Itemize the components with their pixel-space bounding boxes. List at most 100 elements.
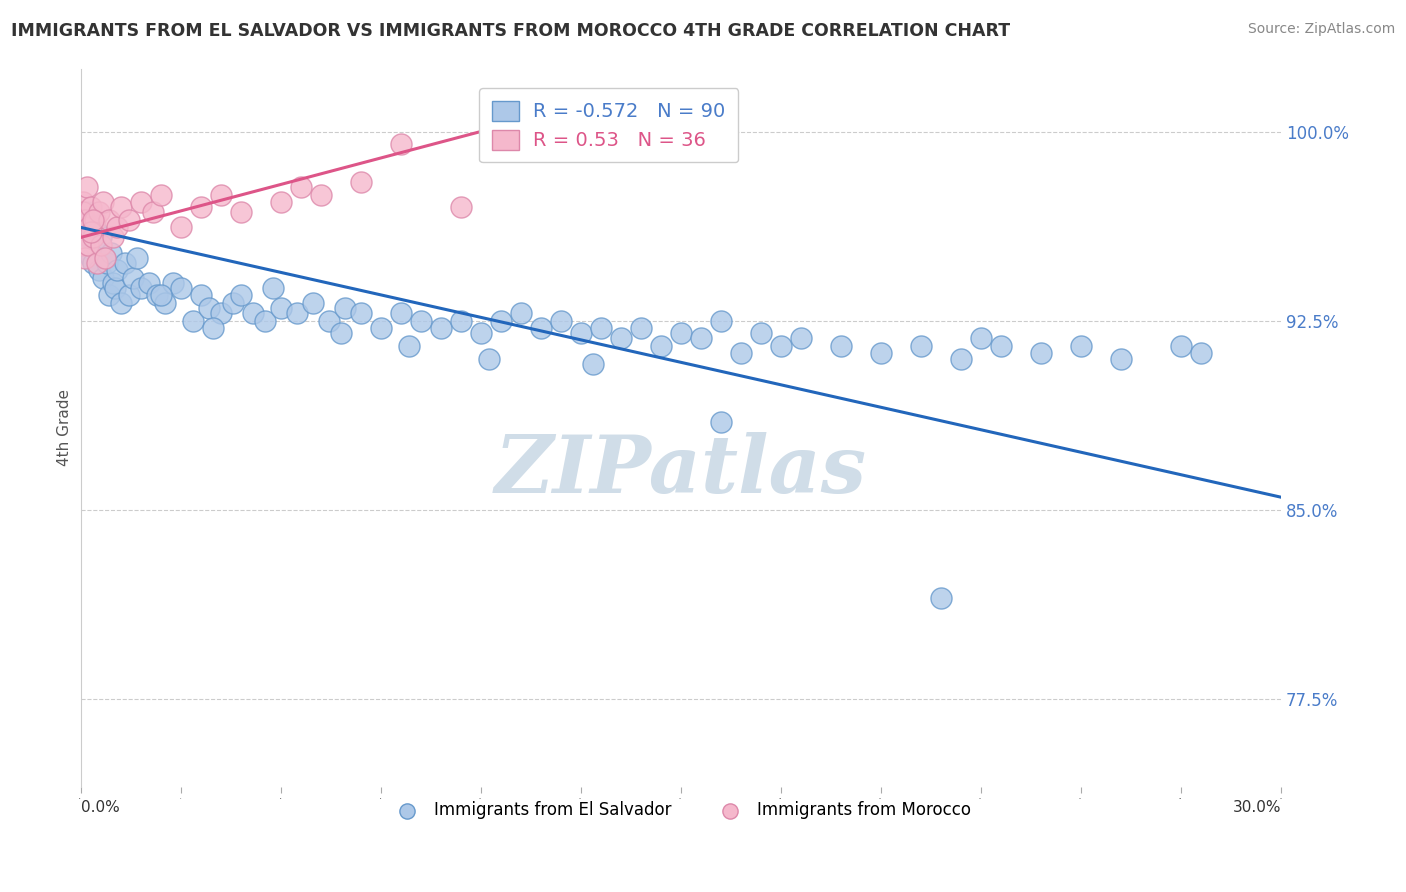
Point (169, 220, 191, 235)
Point (125, 251, 148, 265)
Point (97, 212, 120, 227)
Point (409, 314, 432, 328)
Point (82, 255, 104, 269)
Point (97, 288, 120, 302)
Point (190, 288, 212, 302)
Point (450, 314, 472, 328)
Text: Source: ZipAtlas.com: Source: ZipAtlas.com (1247, 22, 1395, 37)
Point (83, 212, 105, 227)
Point (489, 314, 512, 328)
Point (96, 255, 118, 269)
Point (1029, 346, 1052, 360)
Point (349, 175, 371, 189)
Point (1189, 346, 1212, 360)
Point (869, 346, 891, 360)
Point (82, 212, 104, 227)
Point (91, 195, 114, 210)
Point (72, 195, 94, 210)
Point (530, 321, 553, 335)
Point (949, 351, 972, 366)
Y-axis label: 4th Grade: 4th Grade (58, 389, 72, 467)
Point (710, 314, 733, 328)
Point (1070, 339, 1092, 353)
Point (669, 326, 692, 341)
Point (749, 326, 772, 341)
Point (72, 212, 94, 227)
Point (117, 212, 139, 227)
Point (87, 263, 110, 277)
Point (145, 288, 167, 302)
Point (77, 220, 100, 235)
Point (318, 314, 340, 328)
Point (110, 296, 132, 310)
Point (830, 339, 852, 353)
Point (114, 255, 136, 269)
Point (333, 301, 356, 315)
Point (83, 238, 105, 252)
Point (309, 187, 332, 202)
Point (79, 251, 101, 265)
Point (285, 306, 308, 320)
Point (209, 306, 232, 320)
Point (77, 226, 100, 240)
Text: 30.0%: 30.0% (1233, 800, 1281, 814)
Point (75, 238, 97, 252)
Point (262, 281, 284, 295)
Point (121, 270, 143, 285)
Point (79, 230, 101, 244)
Point (190, 200, 212, 214)
Point (100, 245, 122, 260)
Point (329, 326, 352, 341)
Point (79, 200, 101, 214)
Point (582, 357, 605, 371)
Point (72, 205, 94, 219)
Point (76, 180, 98, 194)
Point (86, 226, 108, 240)
Point (105, 263, 128, 277)
Point (389, 306, 412, 320)
Text: IMMIGRANTS FROM EL SALVADOR VS IMMIGRANTS FROM MOROCCO 4TH GRADE CORRELATION CHA: IMMIGRANTS FROM EL SALVADOR VS IMMIGRANT… (11, 22, 1011, 40)
Point (105, 220, 128, 235)
Point (101, 230, 124, 244)
Point (87, 205, 110, 219)
Text: ZIPatlas: ZIPatlas (495, 433, 866, 509)
Point (349, 306, 371, 320)
Legend: Immigrants from El Salvador, Immigrants from Morocco: Immigrants from El Salvador, Immigrants … (384, 794, 977, 826)
Point (630, 321, 652, 335)
Point (86, 255, 108, 269)
Point (270, 195, 292, 210)
Point (129, 281, 152, 295)
Point (970, 331, 993, 345)
Point (75, 251, 97, 265)
Point (117, 288, 139, 302)
Point (110, 200, 132, 214)
Point (93, 251, 115, 265)
Point (141, 205, 163, 219)
Point (89, 230, 111, 244)
Point (73, 220, 96, 235)
Point (1170, 339, 1192, 353)
Point (589, 321, 612, 335)
Point (73, 230, 96, 244)
Point (470, 326, 492, 341)
Point (138, 276, 160, 290)
Point (101, 276, 124, 290)
Point (129, 195, 152, 210)
Point (290, 180, 312, 194)
Point (650, 339, 672, 353)
Point (79, 226, 101, 240)
Point (73, 212, 96, 227)
Point (91, 270, 114, 285)
Point (82, 230, 104, 244)
Point (209, 187, 232, 202)
Point (429, 321, 451, 335)
Point (790, 331, 813, 345)
Point (301, 296, 323, 310)
Point (153, 296, 176, 310)
Point (89, 238, 111, 252)
Point (478, 351, 501, 366)
Point (710, 415, 733, 429)
Point (1109, 351, 1132, 366)
Point (242, 306, 264, 320)
Point (689, 331, 711, 345)
